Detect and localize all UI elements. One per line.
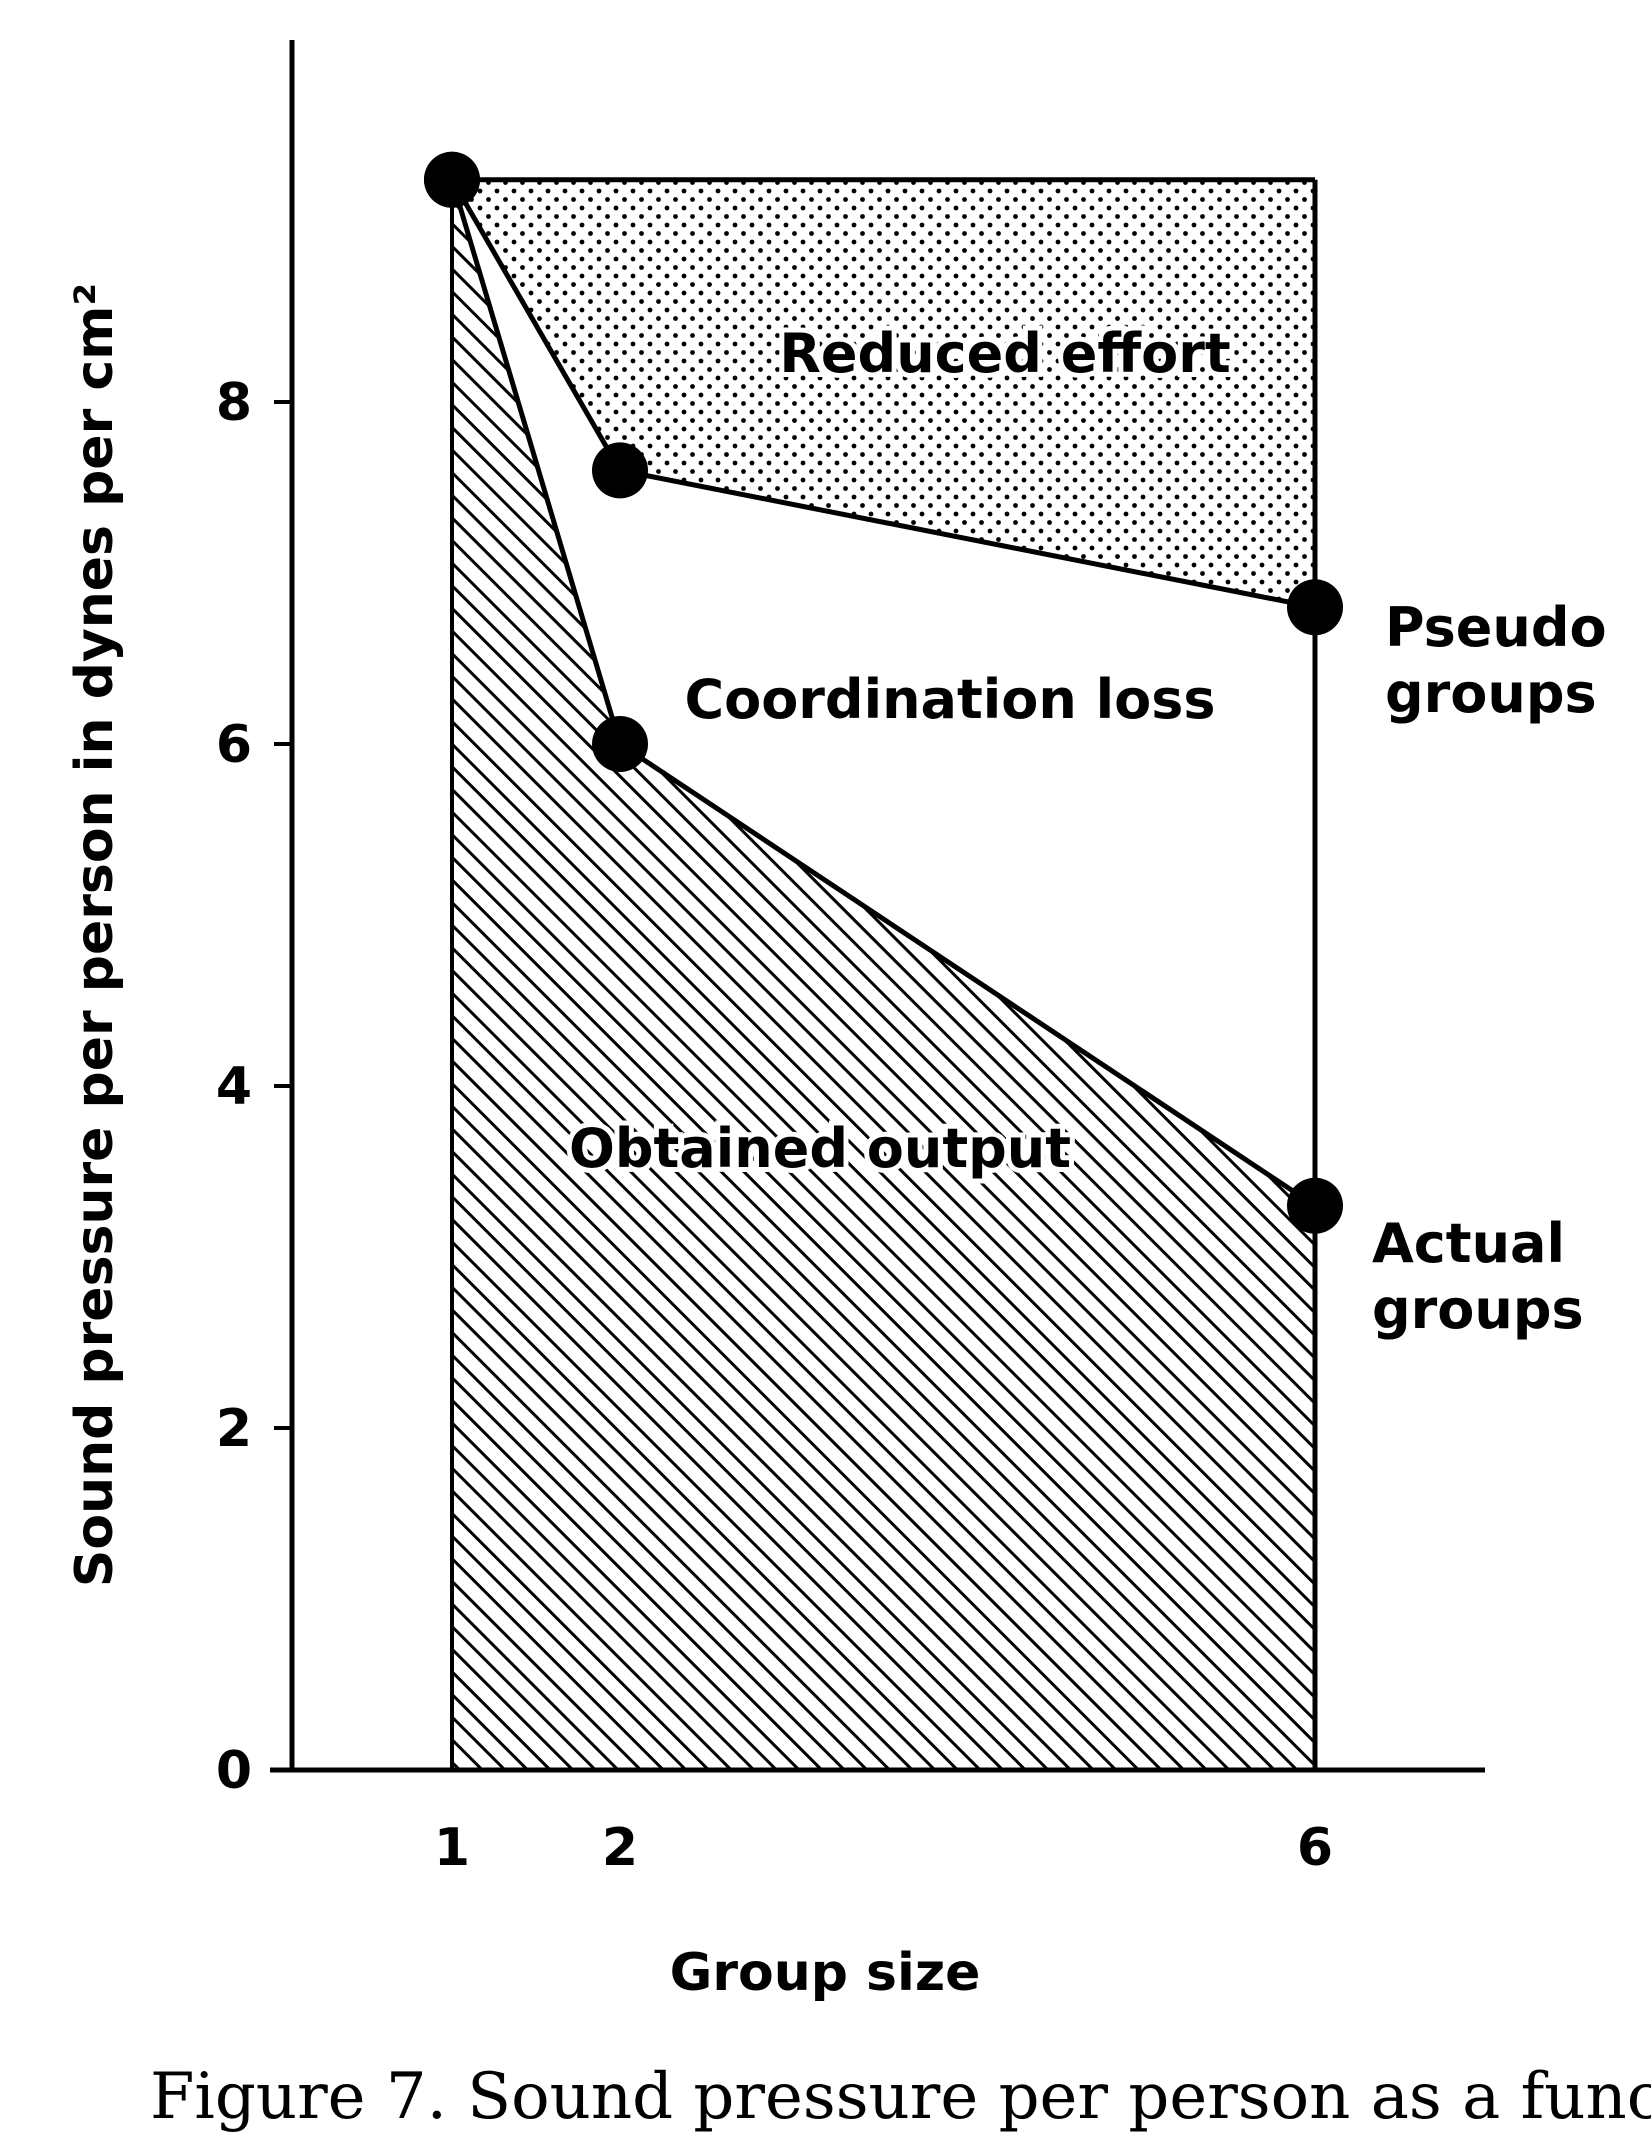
x-tick-label-6: 6 <box>1297 1818 1333 1878</box>
actual-groups-point-x6 <box>1287 1177 1343 1234</box>
region-label-reduced-effort: Reduced effort <box>779 322 1230 385</box>
y-axis-title: Sound pressure per person in dynes per c… <box>65 283 125 1587</box>
region-label-obtained-output: Obtained output <box>569 1117 1071 1180</box>
region-obtained-output <box>452 179 1315 1771</box>
actual-groups-point-x1 <box>424 151 480 208</box>
series-label-actual-groups-line-1: Actual <box>1372 1212 1565 1275</box>
actual-groups-point-x2 <box>592 716 648 772</box>
x-tick-label-2: 2 <box>602 1818 638 1878</box>
y-tick-label-6: 6 <box>216 715 252 775</box>
y-tick-label-0: 0 <box>216 1741 252 1801</box>
series-label-pseudo-groups-line-2: groups <box>1385 662 1597 725</box>
series-label-pseudo-groups-line-1: Pseudo <box>1385 596 1607 659</box>
figure-caption: Figure 7. Sound pressure per person as a… <box>150 2060 1651 2134</box>
region-reduced-effort <box>452 179 1315 608</box>
x-axis-title: Group size <box>670 1943 981 2003</box>
pseudo-groups-point-x6 <box>1287 579 1343 636</box>
x-tick-label-1: 1 <box>434 1818 470 1878</box>
pseudo-groups-point-x2 <box>592 442 648 499</box>
y-tick-label-2: 2 <box>216 1399 252 1459</box>
y-tick-label-4: 4 <box>216 1057 252 1117</box>
region-label-coordination-loss: Coordination loss <box>684 668 1215 731</box>
series-label-actual-groups-line-2: groups <box>1372 1278 1584 1341</box>
y-tick-label-8: 8 <box>216 373 252 433</box>
